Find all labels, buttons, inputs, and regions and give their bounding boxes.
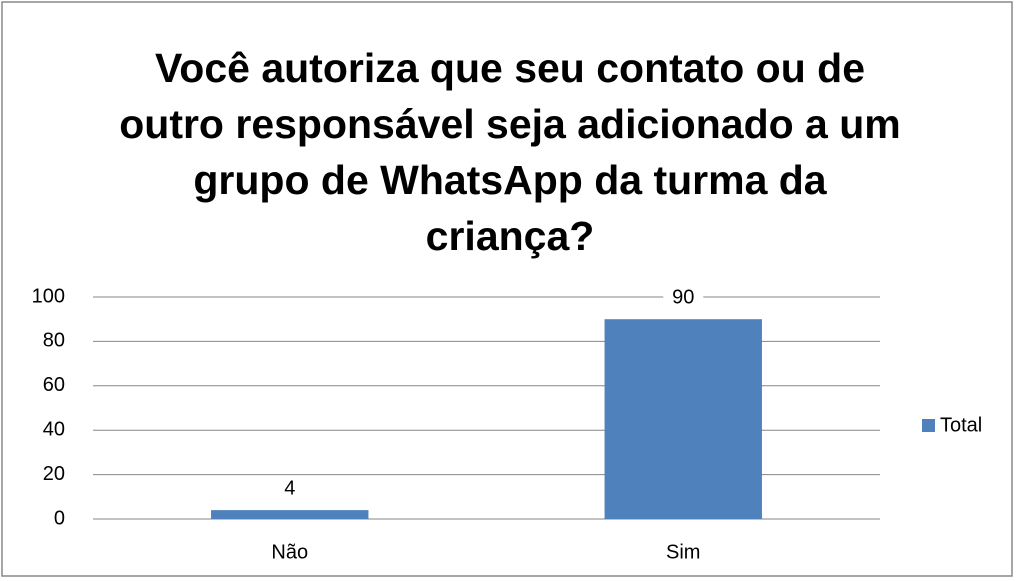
y-tick-label: 40 — [43, 418, 65, 440]
data-label: 90 — [672, 286, 694, 308]
y-tick-label: 20 — [43, 463, 65, 485]
legend-label: Total — [940, 414, 982, 436]
data-label: 4 — [284, 477, 295, 499]
y-tick-label: 100 — [32, 285, 65, 307]
data-label-bg — [663, 286, 704, 311]
x-tick-label: Não — [271, 541, 308, 563]
y-tick-label: 60 — [43, 374, 65, 396]
bar — [604, 319, 762, 519]
bar — [211, 510, 369, 519]
legend-swatch — [922, 419, 935, 432]
chart-title: Você autoriza que seu contato ou de outr… — [119, 45, 901, 259]
y-tick-label: 0 — [54, 507, 65, 529]
x-tick-label: Sim — [666, 541, 700, 563]
data-label-bg — [269, 477, 310, 502]
y-tick-label: 80 — [43, 330, 65, 352]
